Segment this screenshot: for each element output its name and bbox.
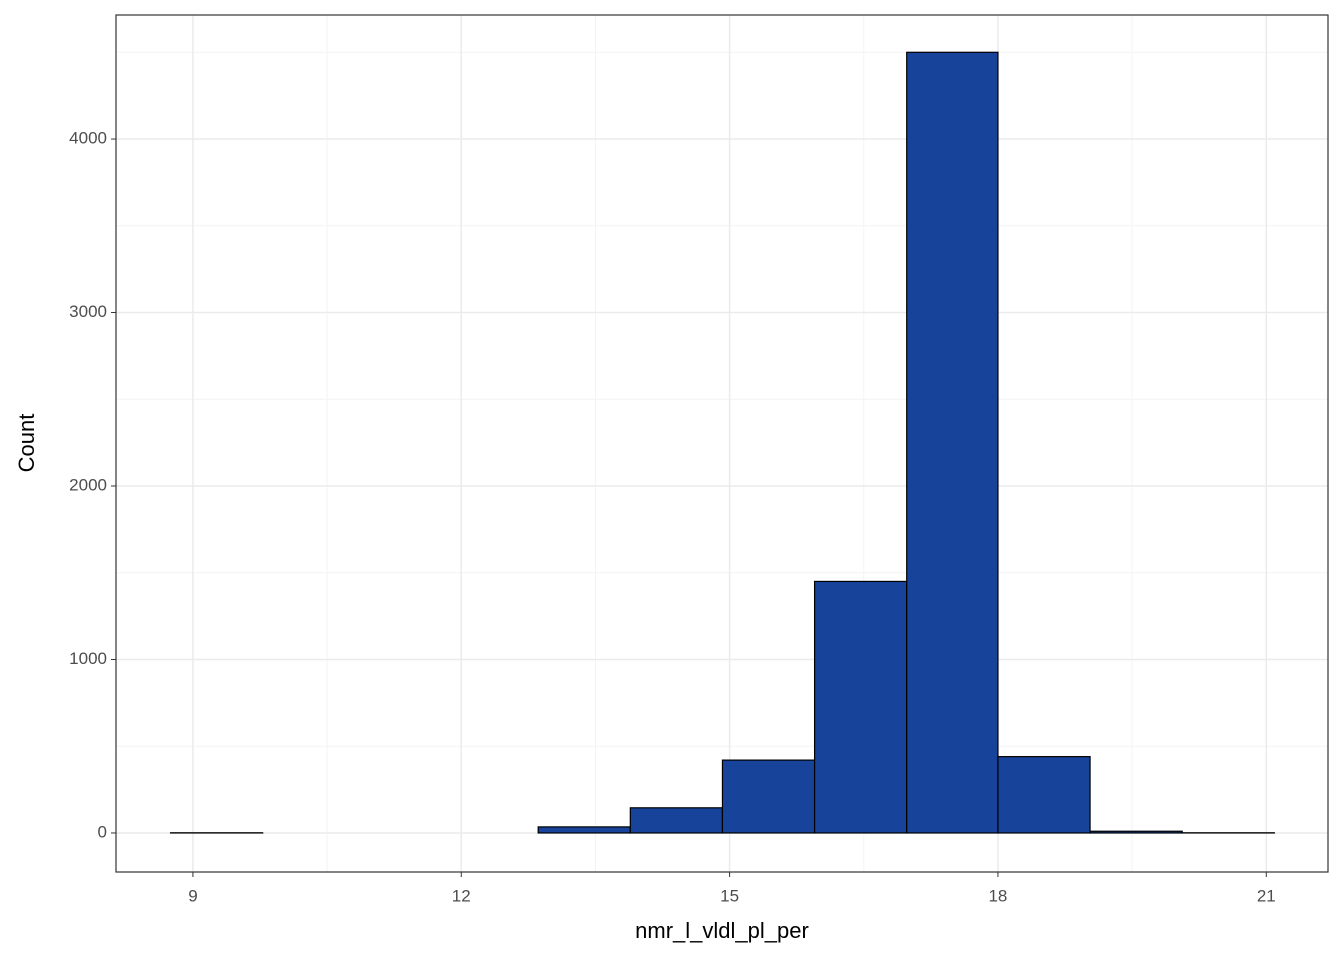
x-tick-label: 21 [1257, 886, 1276, 905]
y-tick-label: 3000 [69, 302, 107, 321]
y-tick-label: 4000 [69, 129, 107, 148]
x-axis-title: nmr_l_vldl_pl_per [635, 918, 809, 943]
y-tick-label: 0 [98, 822, 107, 841]
bar [997, 756, 1091, 834]
y-tick-label: 1000 [69, 649, 107, 668]
bar [813, 580, 908, 834]
bar [1089, 830, 1183, 834]
panel-border [115, 14, 1329, 873]
y-axis-title: Count [14, 414, 39, 473]
bar [906, 51, 999, 834]
y-tick-label: 2000 [69, 475, 107, 494]
x-tick-label: 12 [452, 886, 471, 905]
x-tick-label: 9 [188, 886, 197, 905]
bar [721, 759, 816, 834]
bar [629, 807, 724, 834]
x-tick-label: 15 [720, 886, 739, 905]
bar [537, 826, 631, 834]
x-tick-label: 18 [988, 886, 1007, 905]
